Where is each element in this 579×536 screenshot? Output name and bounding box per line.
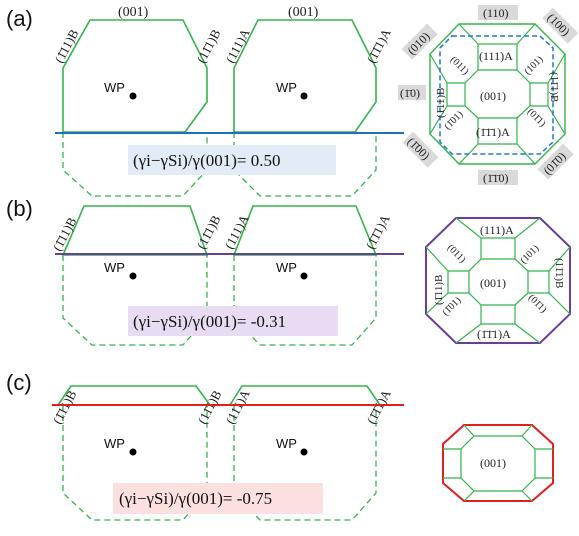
tag-1b1b0: (1̄1̄0) — [483, 171, 509, 185]
wp-label-c-left: WP — [104, 436, 125, 451]
shape-c-right-dashed — [233, 405, 377, 521]
panel-c-tag: (c) — [6, 370, 32, 395]
wp-dot-a-left — [129, 92, 137, 100]
label-c-11b1-b: (11̄1)B — [194, 387, 224, 426]
label-c-1b1b1-a: (1̄1̄1)A — [363, 387, 394, 427]
panel-a: (a) WP WP (001) (001) (1̄11)B (11̄1)B (1… — [6, 5, 404, 197]
topview-a-blue-dashed — [439, 35, 554, 155]
label-c-111-a: (111)A — [222, 387, 253, 427]
shape-c-left-solid — [56, 385, 212, 406]
equation-box-c — [113, 483, 323, 514]
topview-c: (001) — [442, 424, 554, 502]
topview-b-111A: (111)A — [480, 223, 514, 237]
shape-a-left-solid — [62, 19, 208, 133]
tag-1b0-bg — [398, 85, 426, 100]
shape-b-left-solid — [61, 205, 209, 256]
topview-b-1b11B: (1̄11)B — [433, 275, 445, 305]
topview-a-011: (011) — [448, 54, 471, 77]
shape-c-left-dashed — [62, 405, 208, 521]
tag-01b0-bg — [537, 143, 574, 180]
panel-a-tag: (a) — [6, 6, 33, 31]
topview-b-001: (001) — [480, 276, 506, 290]
equation-a: (γi−γSi)/γ(001)= 0.50 — [133, 151, 280, 170]
topview-b-011: (011) — [445, 242, 468, 265]
panel-b: (b) WP WP (1̄11)B (11̄1)B (111)A (1̄1̄1)… — [6, 196, 404, 346]
topview-a-101: (101) — [522, 54, 545, 77]
label-a-1b1b1-a: (1̄1̄1)A — [363, 26, 394, 66]
topview-a: (110) (1̄1̄0) (1̄0) (010) (100) (1̄00) (… — [398, 5, 579, 185]
topview-a-1b11B: (1̄11)B — [435, 88, 447, 118]
wp-label-a-right: WP — [276, 80, 297, 95]
topview-a-11b1B: (11̄1)B — [548, 72, 560, 102]
panel-b-tag: (b) — [6, 196, 33, 221]
label-a-001-left: (001) — [118, 5, 149, 20]
label-a-001-right: (001) — [288, 5, 319, 20]
tag-1b0: (1̄0) — [400, 86, 420, 100]
wp-label-a-left: WP — [104, 80, 125, 95]
label-c-1b11-b: (1̄11)B — [49, 387, 79, 426]
wp-dot-b-left — [129, 272, 137, 280]
label-a-11b1-b: (11̄1)B — [193, 26, 223, 65]
shape-a-right-solid — [233, 19, 377, 133]
topview-c-001: (001) — [480, 456, 506, 470]
equation-b: (γi−γSi)/γ(001)= -0.31 — [133, 312, 286, 331]
topview-c-edges — [443, 424, 553, 502]
topview-b-edges — [425, 217, 571, 344]
label-b-11b1-b: (11̄1)B — [193, 212, 223, 251]
tag-010-bg — [401, 23, 438, 60]
wp-label-c-right: WP — [276, 436, 297, 451]
topview-a-01b1: (01̄1) — [525, 106, 548, 129]
tag-1b1b0-bg — [478, 170, 518, 185]
label-b-111-a: (111)A — [221, 212, 252, 252]
shape-c-right-solid — [228, 385, 382, 406]
wp-dot-a-right — [300, 92, 308, 100]
wp-label-b-right: WP — [276, 260, 297, 275]
tag-100-bg — [542, 7, 579, 44]
label-a-111-a: (111)A — [222, 26, 253, 66]
tag-110-bg — [478, 5, 518, 20]
topview-a-111A: (111)A — [479, 49, 513, 63]
wp-dot-b-right — [300, 272, 308, 280]
equation-box-a — [128, 145, 336, 175]
panel-c: (c) WP WP (1̄11)B (11̄1)B (111)A (1̄1̄1)… — [6, 370, 404, 521]
tag-1b00-bg — [402, 131, 439, 168]
topview-b: (111)A (001) (1̄1̄1)A (1̄11)B (11̄1)B (0… — [425, 217, 571, 344]
topview-a-1b1b1A: (1̄1̄1)A — [476, 125, 510, 139]
topview-a-001: (001) — [480, 89, 506, 103]
wp-label-b-left: WP — [104, 260, 125, 275]
equation-c: (γi−γSi)/γ(001)= -0.75 — [119, 489, 272, 508]
topview-b-101: (101) — [518, 243, 541, 266]
wp-dot-c-left — [129, 448, 137, 456]
topview-b-11b1B: (11̄1)B — [553, 258, 565, 288]
wp-dot-c-right — [300, 448, 308, 456]
topview-b-01b1: (01̄1) — [526, 292, 549, 315]
label-b-1b11-b: (1̄11)B — [49, 214, 79, 253]
shape-a-left-dashed — [62, 132, 208, 197]
shape-b-right-solid — [232, 205, 378, 256]
label-a-1b11-b: (1̄11)B — [51, 26, 81, 65]
topview-b-1b1b1A: (1̄1̄1)A — [477, 327, 511, 341]
tag-110: (110) — [483, 6, 509, 20]
equation-box-b — [128, 306, 338, 336]
